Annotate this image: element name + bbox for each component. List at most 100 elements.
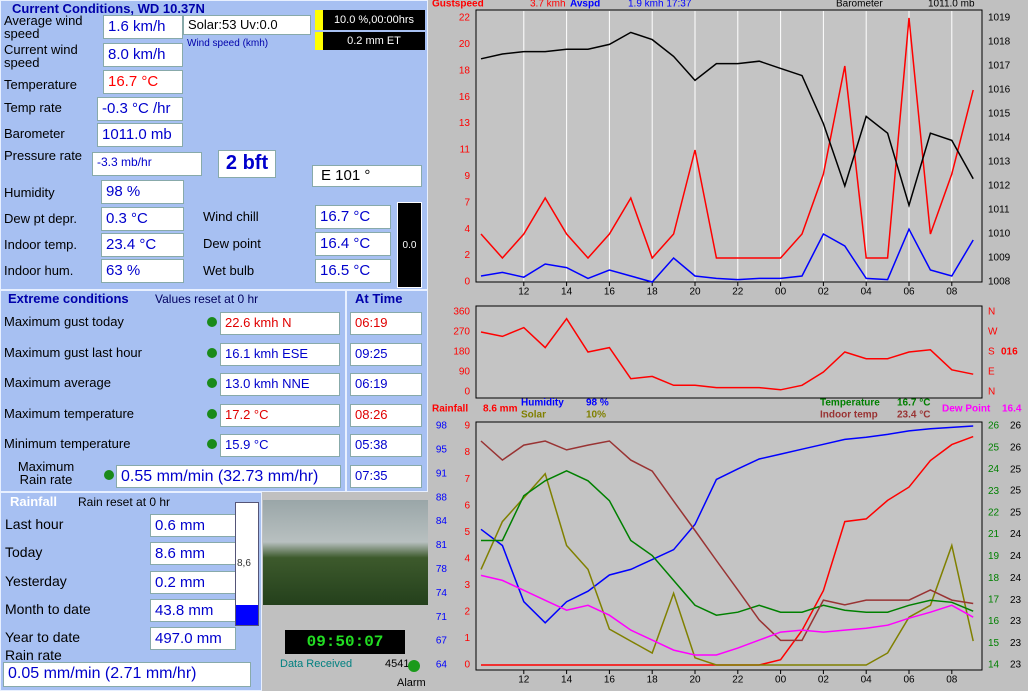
y-tick-label: 22: [459, 13, 471, 24]
y-tick-label: 5: [464, 527, 470, 538]
panel-note: Values reset at 0 hr: [155, 292, 259, 306]
row-value: -3.3 mb/hr: [92, 152, 202, 176]
x-tick-label: 04: [861, 287, 873, 298]
row-value: 8.0 km/h: [103, 43, 183, 67]
y-tick-label: 23: [988, 486, 1000, 497]
x-tick-label: 02: [818, 287, 830, 298]
status-dot: [207, 439, 217, 449]
x-tick-label: 06: [903, 287, 915, 298]
y-tick-label: 13: [459, 118, 471, 129]
feels-label: Wet bulb: [203, 263, 255, 278]
extreme-value: 16.1 kmh ESE: [220, 342, 340, 366]
y-tick-label: 16: [988, 616, 1000, 627]
x-tick-label: 00: [775, 675, 787, 686]
y-tick-label: 81: [436, 540, 448, 551]
rain-label: Last hour: [5, 516, 64, 532]
y-tick-label: 3: [464, 580, 470, 591]
y-tick-label: 24: [1010, 529, 1022, 540]
chart-legend: 1011.0 mb: [928, 0, 975, 10]
y-tick-label: 8: [464, 447, 470, 458]
rain-value: 0.2 mm: [150, 570, 236, 594]
y-tick-label: 1016: [988, 85, 1011, 96]
chart-legend: Rainfall: [432, 404, 468, 415]
y-tick-label: 20: [459, 39, 471, 50]
y-tick-label: 2: [464, 607, 470, 618]
row-value: 1011.0 mb: [97, 123, 183, 147]
clock: 09:50:07: [285, 630, 405, 654]
x-tick-label: 06: [903, 675, 915, 686]
x-tick-label: 18: [647, 287, 659, 298]
x-tick-label: 08: [946, 675, 958, 686]
x-tick-label: 16: [604, 675, 616, 686]
rain-label: Month to date: [5, 600, 91, 617]
y-tick-label: 7: [464, 197, 470, 208]
y-tick-label: 24: [988, 464, 1000, 475]
rain-value: 43.8 mm: [150, 598, 236, 622]
x-tick-label: 04: [861, 675, 873, 686]
solar: Solar:53 Uv:0.0: [183, 15, 311, 35]
y-tick-label: 25: [1010, 464, 1022, 475]
y-tick-label: 25: [1010, 507, 1022, 518]
y-tick-label: 74: [436, 588, 448, 599]
extreme-value: 13.0 kmh NNE: [220, 373, 340, 396]
x-tick-label: 20: [689, 287, 701, 298]
extreme-value: 17.2 °C: [220, 403, 340, 427]
chart-legend: Avspd: [570, 0, 600, 10]
chart-legend: Temperature: [820, 398, 880, 409]
extreme-value: 15.9 °C: [220, 434, 340, 457]
rain-value: 0.6 mm: [150, 514, 236, 537]
row-value: 23.4 °C: [101, 233, 184, 257]
y-tick-label: 88: [436, 492, 448, 503]
y-tick-label: 71: [436, 612, 448, 623]
y-tick-label: 67: [436, 636, 448, 647]
row-value: 1.6 km/h: [103, 15, 183, 39]
extreme-time: 05:38: [350, 434, 422, 457]
extreme-label: Minimum temperature: [4, 436, 131, 451]
feels-value: 16.5 °C: [315, 259, 391, 283]
y-tick-label: 9: [464, 171, 470, 182]
plot-frame: [475, 421, 983, 671]
feels-value: 16.7 °C: [315, 205, 391, 229]
y-tick-label: 1008: [988, 277, 1011, 288]
row-label: Temperature: [4, 77, 77, 92]
y-tick-label: 18: [988, 573, 1000, 584]
feels-label: Wind chill: [203, 209, 259, 224]
y-tick-label: 0: [464, 387, 470, 398]
y-tick-label: 11: [460, 145, 471, 156]
data-received: Data Received: [280, 658, 353, 670]
rain-label: Today: [5, 544, 43, 561]
y-tick-label: 1010: [988, 229, 1011, 240]
y-tick-label: 24: [1010, 573, 1022, 584]
y-tick-label: 4: [464, 553, 470, 564]
extreme-label: Maximum average: [4, 375, 111, 390]
status-dot: [104, 469, 114, 480]
y-tick-label: 1013: [988, 157, 1011, 168]
series-line: [480, 317, 974, 391]
y-tick-label: 23: [1010, 616, 1022, 627]
y-tick-label: 0: [464, 660, 470, 671]
panel-title: Extreme conditions: [8, 291, 129, 306]
extreme-time: 06:19: [350, 312, 422, 335]
chart-legend: Solar: [521, 410, 546, 421]
y-tick-label: 22: [988, 507, 1000, 518]
row-label: Barometer: [4, 126, 65, 141]
feels-value: 16.4 °C: [315, 232, 391, 256]
y-tick-label: 15: [988, 638, 1000, 649]
chart-legend: Humidity: [521, 398, 564, 409]
chart-legend: 1.9 kmh 17:37: [628, 0, 692, 10]
row-label: Humidity: [4, 185, 55, 200]
y-tick-label: 19: [988, 551, 1000, 562]
y-tick-label: 18: [459, 65, 471, 76]
x-tick-label: 12: [518, 287, 530, 298]
y-tick-label: 270: [453, 327, 470, 338]
rain-label: Year to date: [5, 629, 80, 646]
rain-bar-label: 8,6: [237, 558, 251, 569]
x-tick-label: 20: [689, 675, 701, 686]
rain-status: 10.0 %,00:00hrs: [315, 10, 425, 30]
row-label: Dew pt depr.: [4, 211, 77, 226]
y-tick-label: 1: [464, 633, 470, 644]
row-value: -0.3 °C /hr: [97, 97, 183, 121]
series-line: [481, 469, 974, 616]
row-label: Average wind speed: [4, 13, 83, 41]
extreme-label: Maximum gust today: [4, 314, 124, 329]
